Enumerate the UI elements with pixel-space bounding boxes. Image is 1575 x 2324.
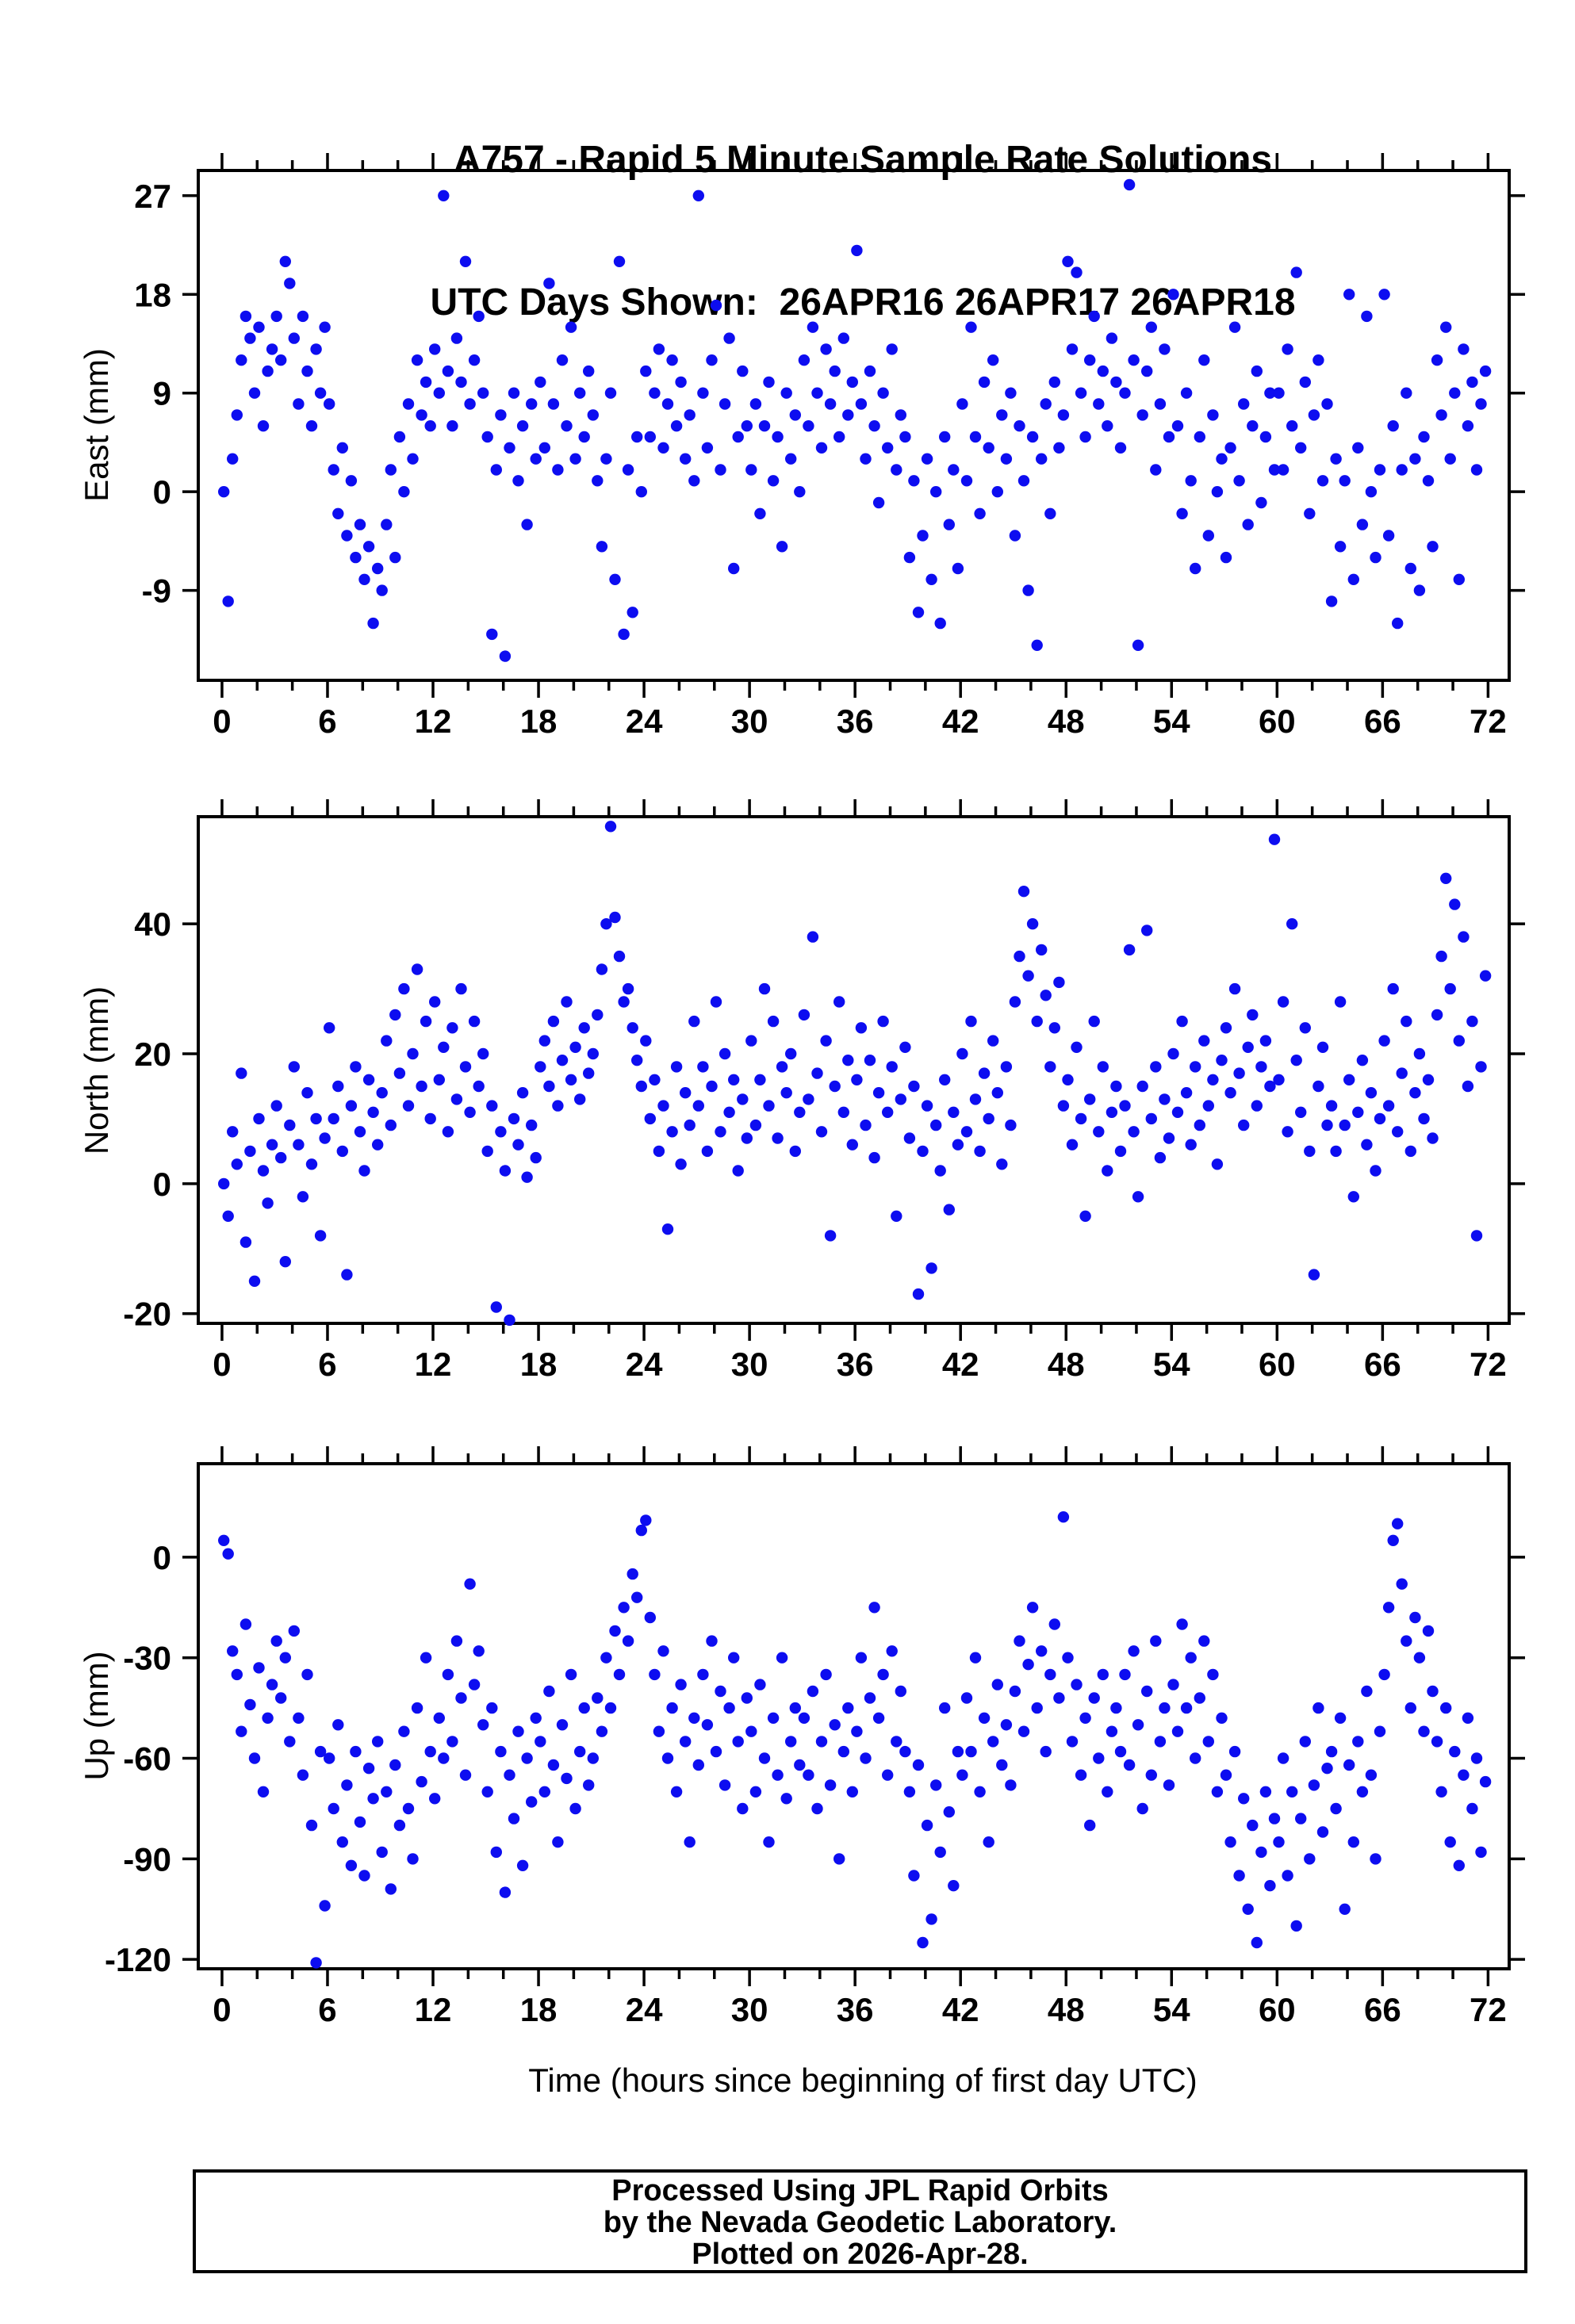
svg-text:48: 48 (1048, 703, 1085, 740)
svg-text:0: 0 (213, 1346, 231, 1383)
svg-text:54: 54 (1153, 1346, 1190, 1383)
svg-text:30: 30 (731, 1991, 768, 2028)
svg-text:-60: -60 (123, 1740, 171, 1778)
svg-text:12: 12 (415, 703, 452, 740)
svg-text:48: 48 (1048, 1991, 1085, 2028)
up-frame (197, 1462, 1511, 1970)
svg-text:-20: -20 (123, 1296, 171, 1333)
svg-text:24: 24 (626, 1991, 663, 2028)
svg-text:60: 60 (1259, 1991, 1296, 2028)
svg-text:12: 12 (415, 1346, 452, 1383)
svg-text:24: 24 (626, 703, 663, 740)
svg-text:6: 6 (318, 1991, 336, 2028)
svg-text:-90: -90 (123, 1840, 171, 1878)
svg-text:6: 6 (318, 1346, 336, 1383)
east-axis-label: East (mm) (78, 348, 115, 502)
svg-text:0: 0 (153, 1166, 171, 1203)
svg-text:42: 42 (942, 1346, 979, 1383)
chart-title-line1: A757 - Rapid 5 Minute Sample Rate Soluti… (453, 139, 1273, 181)
svg-text:12: 12 (415, 1991, 452, 2028)
footer-line3: Plotted on 2026-Apr-28. (692, 2238, 1029, 2271)
svg-text:30: 30 (731, 1346, 768, 1383)
svg-text:72: 72 (1470, 1991, 1507, 2028)
svg-text:54: 54 (1153, 1991, 1190, 2028)
svg-text:60: 60 (1259, 1346, 1296, 1383)
up-axis-label: Up (mm) (78, 1651, 115, 1781)
svg-text:0: 0 (153, 1539, 171, 1576)
footer-box: Processed Using JPL Rapid Orbits by the … (193, 2169, 1527, 2273)
svg-text:30: 30 (731, 703, 768, 740)
svg-text:42: 42 (942, 703, 979, 740)
up-panel: 0 -30 -60 -90 -120 0 6 12 18 24 30 36 42 48 54 60 66 72 (105, 1446, 1525, 2028)
svg-text:20: 20 (134, 1036, 171, 1073)
north-points (218, 821, 1492, 1327)
svg-text:72: 72 (1470, 703, 1507, 740)
svg-text:66: 66 (1364, 1991, 1401, 2028)
east-panel: 27 18 9 0 -9 0 6 12 18 24 30 36 42 48 54 60 66 72 (134, 153, 1525, 740)
svg-text:6: 6 (318, 703, 336, 740)
north-frame (197, 815, 1511, 1325)
svg-text:66: 66 (1364, 1346, 1401, 1383)
svg-text:60: 60 (1259, 703, 1296, 740)
footer-line2: by the Nevada Geodetic Laboratory. (603, 2206, 1117, 2239)
chart-title-line2: UTC Days Shown: 26APR16 26APR17 26APR18 (430, 281, 1296, 324)
svg-text:27: 27 (134, 178, 171, 215)
svg-text:0: 0 (213, 703, 231, 740)
svg-text:-120: -120 (105, 1941, 171, 1978)
footer-line1: Processed Using JPL Rapid Orbits (611, 2174, 1109, 2207)
east-frame (197, 169, 1511, 682)
up-points (218, 1511, 1492, 1969)
svg-text:72: 72 (1470, 1346, 1507, 1383)
svg-text:40: 40 (134, 905, 171, 943)
svg-text:66: 66 (1364, 703, 1401, 740)
north-panel: 40 20 0 -20 0 6 12 18 24 30 36 42 48 54 60 66 72 (123, 799, 1525, 1383)
chart-title: A757 - Rapid 5 Minute Sample Rate Soluti… (151, 41, 1575, 422)
svg-text:0: 0 (153, 473, 171, 511)
svg-text:18: 18 (520, 703, 558, 740)
svg-text:18: 18 (520, 1346, 558, 1383)
svg-text:54: 54 (1153, 703, 1190, 740)
svg-text:9: 9 (153, 375, 171, 412)
east-points (218, 178, 1492, 662)
svg-text:42: 42 (942, 1991, 979, 2028)
svg-text:18: 18 (520, 1991, 558, 2028)
time-axis-label: Time (hours since beginning of first day… (528, 2062, 1198, 2099)
north-axis-label: North (mm) (78, 986, 115, 1155)
svg-text:18: 18 (134, 276, 171, 313)
svg-text:48: 48 (1048, 1346, 1085, 1383)
svg-text:36: 36 (837, 1346, 874, 1383)
svg-text:-9: -9 (142, 572, 171, 610)
svg-text:36: 36 (837, 1991, 874, 2028)
svg-text:24: 24 (626, 1346, 663, 1383)
svg-text:36: 36 (837, 703, 874, 740)
svg-text:-30: -30 (123, 1640, 171, 1677)
svg-text:0: 0 (213, 1991, 231, 2028)
